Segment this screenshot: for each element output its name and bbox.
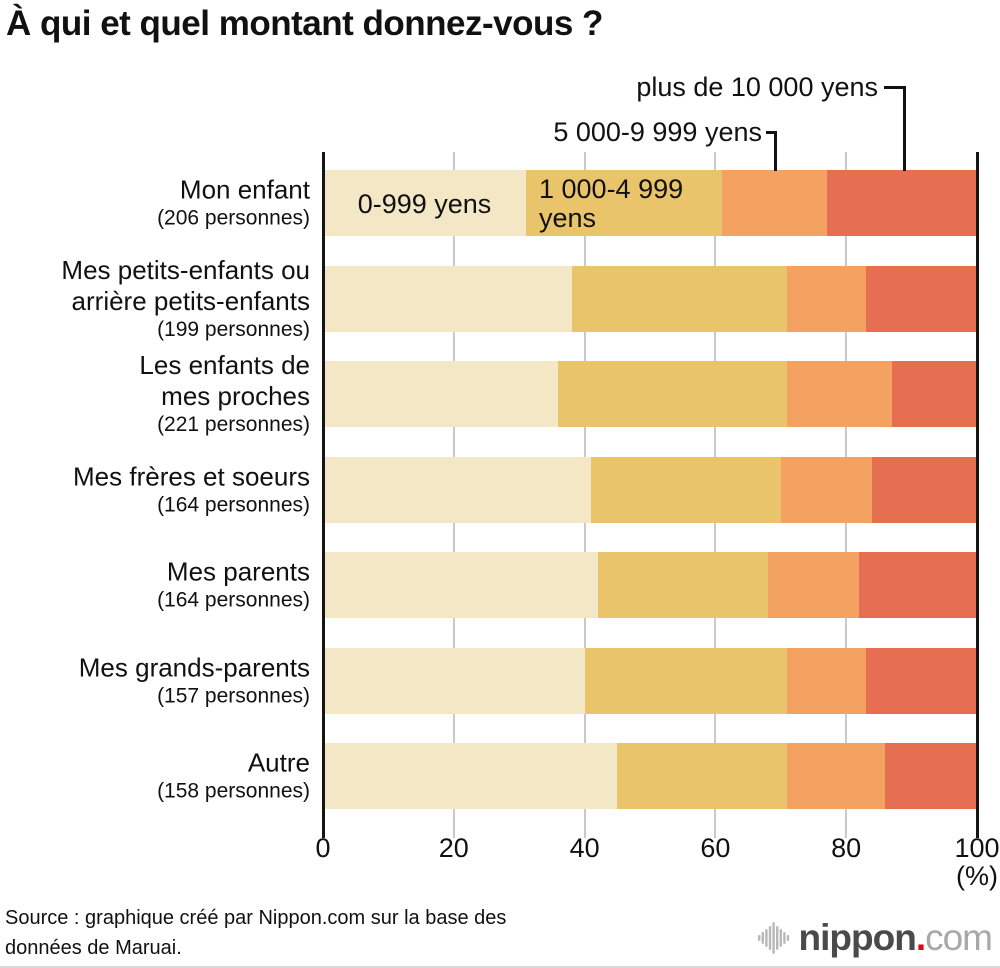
- bar-segment: [323, 456, 592, 523]
- legend-callout-5000-9999: 5 000-9 999 yens: [553, 117, 762, 147]
- source-note: Source : graphique créé par Nippon.com s…: [5, 903, 506, 963]
- inbar-label-0-999: 0-999 yens: [357, 189, 492, 219]
- bar-segment: [865, 265, 977, 332]
- bar-row: [323, 456, 977, 523]
- bar-row: [323, 170, 977, 236]
- bar-segment: [617, 743, 788, 809]
- category-count: (157 personnes): [157, 684, 310, 707]
- bar-segment: [859, 552, 977, 618]
- bar-segment: [591, 456, 781, 523]
- category-name: Les enfants de mes proches: [139, 350, 310, 411]
- x-tick-label: 40: [569, 833, 600, 863]
- category-name: Mes parents: [166, 556, 310, 587]
- category-count: (199 personnes): [157, 317, 310, 341]
- bar-segment: [584, 647, 788, 714]
- category-name: Autre: [247, 747, 310, 778]
- logo-word-nippon: nippon: [798, 917, 917, 958]
- bar-segment: [787, 361, 892, 427]
- x-tick-label: 80: [831, 833, 862, 863]
- category-name: Mon enfant: [179, 174, 310, 205]
- category-name: Mes frères et soeurs: [73, 461, 310, 491]
- bar-segment: [323, 743, 618, 809]
- category-count: (221 personnes): [157, 413, 310, 436]
- category-label: Mon enfant (206 personnes): [0, 175, 310, 232]
- bar-row: [323, 647, 977, 714]
- x-tick-label: 60: [700, 833, 731, 863]
- bar-segment: [787, 743, 886, 809]
- category-label: Mes parents (164 personnes): [0, 557, 310, 614]
- leader-line-plus-de-10000: [884, 86, 906, 171]
- x-tick-label: 0: [315, 833, 331, 863]
- source-line-1: Source : graphique créé par Nippon.com s…: [5, 907, 507, 929]
- nippon-logo: nippon.com: [757, 916, 993, 960]
- bar-row: [323, 265, 977, 332]
- bar-segment: [323, 170, 526, 236]
- x-tick-label: 20: [438, 833, 469, 863]
- nippon-logo-text: nippon.com: [798, 917, 993, 959]
- category-label: Autre (158 personnes): [0, 748, 310, 805]
- category-count: (164 personnes): [157, 588, 310, 612]
- soundwave-icon: [757, 922, 789, 954]
- leader-line-5000-9999: [766, 131, 777, 171]
- inbar-label-1000-4999: 1 000-4 999 yens: [539, 174, 684, 233]
- bar-segment: [787, 265, 866, 332]
- logo-word-com: com: [925, 917, 993, 958]
- bar-row: [323, 743, 977, 809]
- category-name: Mes petits-enfants ou arrière petits-enf…: [61, 254, 310, 316]
- category-count: (158 personnes): [157, 779, 310, 803]
- category-label: Les enfants de mes proches (221 personnes…: [0, 350, 310, 438]
- category-label: Mes grands-parents (157 personnes): [0, 652, 310, 709]
- axis-frame-line: [975, 152, 979, 838]
- bar-segment: [865, 647, 977, 714]
- bar-segment: [323, 265, 572, 332]
- bar-segment: [780, 456, 873, 523]
- legend-callout-plus-de-10000: plus de 10 000 yens: [636, 72, 878, 102]
- bar-segment: [323, 361, 559, 427]
- x-tick-label: 100: [954, 833, 1000, 863]
- bar-segment: [872, 456, 977, 523]
- bar-segment: [323, 647, 585, 714]
- bar-segment: [721, 170, 827, 236]
- bar-row: [323, 552, 977, 618]
- bottom-divider: [0, 966, 1000, 968]
- bar-segment: [597, 552, 768, 618]
- source-line-2: données de Maruai.: [5, 937, 182, 959]
- bar-segment: [571, 265, 788, 332]
- bar-segment: [525, 170, 722, 236]
- bar-segment: [826, 170, 977, 236]
- chart-title: À qui et quel montant donnez-vous ?: [6, 4, 603, 43]
- category-label: Mes frères et soeurs (164 personnes): [0, 461, 310, 518]
- logo-dot: .: [915, 917, 926, 958]
- category-name: Mes grands-parents: [78, 652, 310, 682]
- axis-frame-line: [321, 152, 325, 838]
- bar-segment: [891, 361, 977, 427]
- bar-segment: [885, 743, 977, 809]
- bar-segment: [323, 552, 598, 618]
- x-axis-unit-label: (%): [956, 861, 998, 891]
- category-label: Mes petits-enfants ou arrière petits-enf…: [0, 255, 310, 343]
- bar-segment: [558, 361, 788, 427]
- bar-segment: [767, 552, 860, 618]
- category-count: (164 personnes): [157, 493, 310, 516]
- bar-segment: [787, 647, 866, 714]
- category-count: (206 personnes): [157, 206, 310, 230]
- bar-row: [323, 361, 977, 427]
